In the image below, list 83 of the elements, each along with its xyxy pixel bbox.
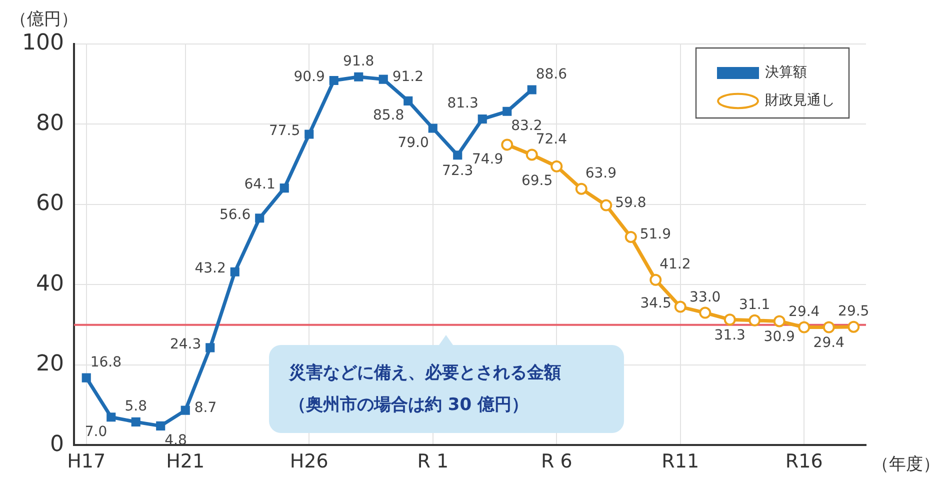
point [600, 199, 612, 212]
data-label: 77.5 [268, 122, 300, 139]
data-label: 29.5 [838, 303, 870, 320]
data-label: 56.6 [219, 206, 251, 223]
data-label: 8.7 [194, 400, 217, 416]
x-tick-label: R11 [662, 450, 700, 473]
point [575, 182, 588, 195]
point [650, 274, 662, 286]
y-tick-label: 100 [22, 30, 64, 56]
legend-label: 財政見通し [765, 92, 835, 109]
y-tick-label: 40 [36, 271, 64, 296]
point [674, 300, 686, 313]
data-label: 30.9 [764, 328, 795, 345]
point [822, 321, 835, 334]
point [156, 421, 166, 430]
point [230, 267, 240, 276]
x-tick-label: R16 [785, 450, 823, 473]
data-label: 41.2 [660, 256, 691, 273]
data-label: 31.3 [714, 327, 746, 344]
point [131, 417, 140, 426]
y-tick-label: 80 [36, 110, 64, 136]
point [724, 314, 736, 326]
point [501, 138, 514, 151]
data-label: 16.8 [90, 354, 122, 370]
y-tick-label: 20 [36, 352, 64, 377]
point [378, 74, 388, 84]
point [180, 406, 190, 415]
data-label: 63.9 [585, 165, 617, 182]
point [748, 314, 761, 326]
point [106, 412, 116, 422]
point [773, 315, 786, 328]
point [526, 148, 538, 161]
x-tick-label: R 6 [540, 450, 572, 473]
x-tick-label: H26 [290, 450, 328, 473]
data-label: 5.8 [124, 398, 147, 415]
point [329, 76, 338, 86]
data-label: 33.0 [690, 289, 721, 306]
y-axis-title: （億円） [10, 9, 78, 30]
y-tick-label: 0 [50, 432, 64, 457]
point [453, 150, 462, 160]
ref-line-label: 災害などに備え、必要とされる金額（奥州市の場合は約 30 億円） [288, 362, 562, 417]
data-label: 29.4 [813, 334, 845, 351]
data-label: 90.9 [294, 69, 325, 86]
data-label: 91.2 [392, 68, 424, 85]
point [502, 106, 512, 116]
point [304, 130, 314, 139]
point [428, 124, 438, 133]
point [354, 72, 364, 82]
point [550, 160, 563, 172]
x-tick-label: R 1 [417, 450, 449, 473]
data-label: 29.4 [788, 304, 820, 320]
x-tick-label: H21 [166, 450, 205, 473]
data-label: 24.3 [170, 336, 202, 352]
data-label: 74.9 [472, 151, 504, 168]
point [624, 230, 637, 243]
data-label: 7.0 [84, 424, 108, 440]
y-tick-label: 60 [36, 191, 64, 216]
data-label: 59.8 [615, 194, 646, 211]
data-label: 91.8 [343, 54, 374, 70]
data-label: 43.2 [194, 260, 226, 277]
point [527, 85, 536, 94]
data-label: 69.5 [521, 173, 553, 190]
data-label: 79.0 [398, 134, 429, 151]
point [848, 320, 860, 333]
point [206, 343, 215, 352]
data-label: 64.1 [244, 176, 276, 193]
data-label: 31.1 [739, 297, 770, 314]
point [798, 321, 810, 334]
x-axis-title: （年度） [872, 454, 940, 475]
x-tick-label: H17 [67, 450, 106, 473]
point [699, 306, 712, 319]
legend-label: 決算額 [765, 64, 807, 81]
point [478, 114, 487, 124]
data-label: 85.8 [372, 108, 404, 124]
data-label: 51.9 [640, 226, 672, 243]
data-label: 81.3 [447, 96, 478, 112]
point [82, 373, 91, 382]
point [255, 214, 264, 223]
data-label: 34.5 [640, 295, 672, 312]
point [280, 183, 289, 193]
data-label: 88.6 [536, 66, 568, 82]
point [404, 96, 413, 106]
data-label: 72.3 [442, 162, 474, 179]
